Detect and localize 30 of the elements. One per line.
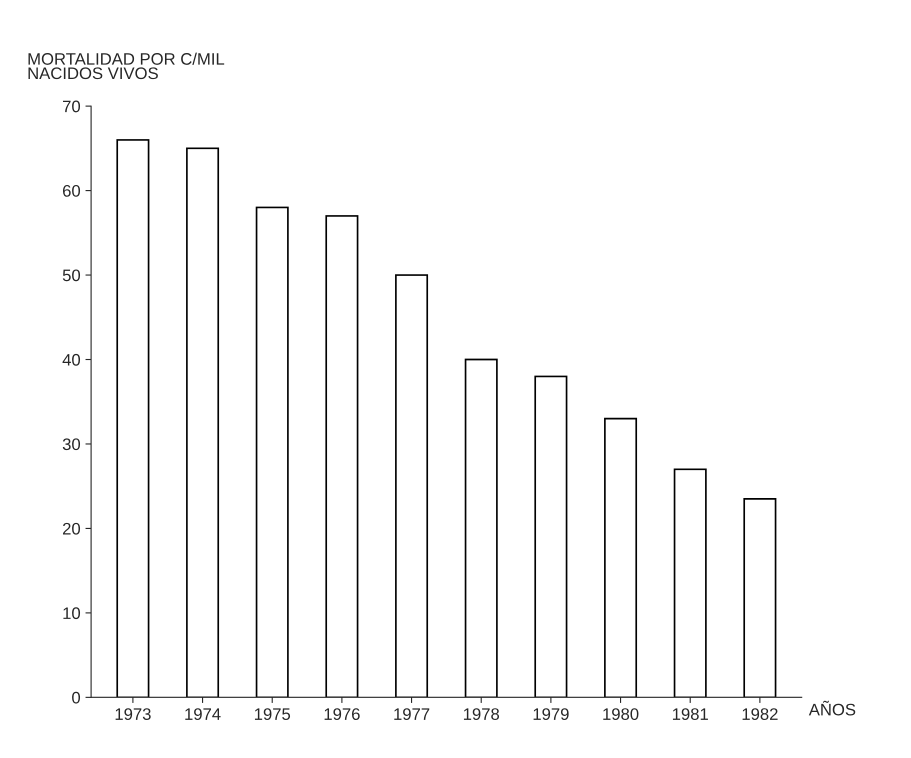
x-tick-label: 1981 bbox=[672, 708, 708, 720]
y-tick-label: 60 bbox=[62, 184, 80, 197]
x-tick-label: 1975 bbox=[254, 708, 290, 720]
x-tick-label: 1977 bbox=[394, 708, 430, 720]
y-tick-label: 50 bbox=[62, 269, 80, 282]
bar bbox=[186, 148, 220, 698]
x-axis-title: AÑOS bbox=[808, 700, 856, 716]
bar bbox=[256, 206, 289, 698]
x-tick-label: 1978 bbox=[464, 708, 500, 720]
bar bbox=[325, 215, 358, 698]
x-tick-label: 1973 bbox=[116, 708, 151, 720]
x-tick-label: 1980 bbox=[603, 708, 638, 720]
y-tick-label: 30 bbox=[62, 438, 80, 450]
bar bbox=[464, 358, 498, 698]
x-tick-label: 1982 bbox=[742, 708, 778, 720]
bar bbox=[395, 274, 428, 698]
x-tick-label: 1974 bbox=[185, 708, 221, 720]
bar bbox=[534, 376, 568, 698]
bar bbox=[674, 468, 707, 698]
x-tick-label: 1979 bbox=[534, 708, 569, 720]
y-axis-title: MORTALIDAD POR C/MIL NACIDOS VIVOS bbox=[28, 52, 224, 80]
y-tick-label: 70 bbox=[63, 100, 80, 112]
y-tick-label: 10 bbox=[63, 607, 80, 620]
y-tick-label: 20 bbox=[62, 522, 80, 535]
y-tick-label: 0 bbox=[72, 692, 80, 704]
bar bbox=[116, 139, 150, 698]
y-tick-label: 40 bbox=[62, 354, 80, 366]
bar bbox=[743, 498, 776, 698]
bar bbox=[604, 418, 638, 698]
x-tick-label: 1976 bbox=[324, 708, 360, 720]
